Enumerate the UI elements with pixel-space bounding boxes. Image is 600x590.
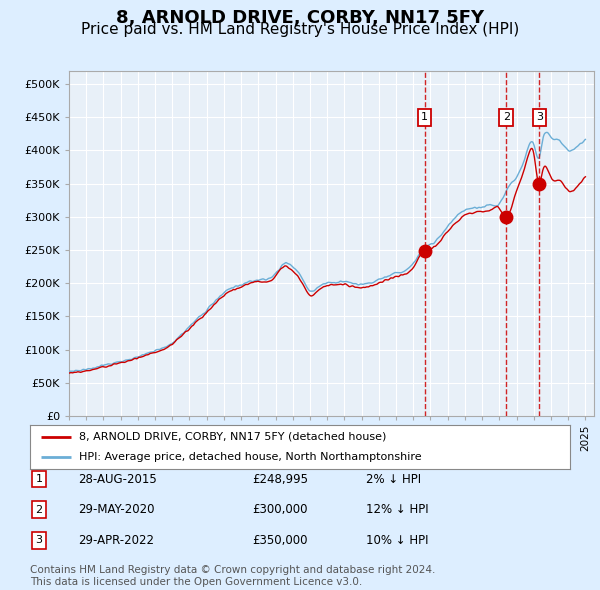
Text: 8, ARNOLD DRIVE, CORBY, NN17 5FY (detached house): 8, ARNOLD DRIVE, CORBY, NN17 5FY (detach… <box>79 432 386 442</box>
Text: 2% ↓ HPI: 2% ↓ HPI <box>366 473 421 486</box>
Text: Price paid vs. HM Land Registry's House Price Index (HPI): Price paid vs. HM Land Registry's House … <box>81 22 519 37</box>
Text: 2: 2 <box>35 505 43 514</box>
Text: 3: 3 <box>35 536 43 545</box>
Text: 1: 1 <box>421 112 428 122</box>
Text: HPI: Average price, detached house, North Northamptonshire: HPI: Average price, detached house, Nort… <box>79 452 421 462</box>
Text: 2: 2 <box>503 112 510 122</box>
Text: £300,000: £300,000 <box>252 503 308 516</box>
Text: 29-MAY-2020: 29-MAY-2020 <box>78 503 155 516</box>
Text: 3: 3 <box>536 112 543 122</box>
Text: 12% ↓ HPI: 12% ↓ HPI <box>366 503 428 516</box>
Text: 1: 1 <box>35 474 43 484</box>
Text: Contains HM Land Registry data © Crown copyright and database right 2024.
This d: Contains HM Land Registry data © Crown c… <box>30 565 436 587</box>
Text: 29-APR-2022: 29-APR-2022 <box>78 534 154 547</box>
Text: 28-AUG-2015: 28-AUG-2015 <box>78 473 157 486</box>
Text: £350,000: £350,000 <box>252 534 308 547</box>
Text: £248,995: £248,995 <box>252 473 308 486</box>
Text: 10% ↓ HPI: 10% ↓ HPI <box>366 534 428 547</box>
Text: 8, ARNOLD DRIVE, CORBY, NN17 5FY: 8, ARNOLD DRIVE, CORBY, NN17 5FY <box>116 9 484 27</box>
